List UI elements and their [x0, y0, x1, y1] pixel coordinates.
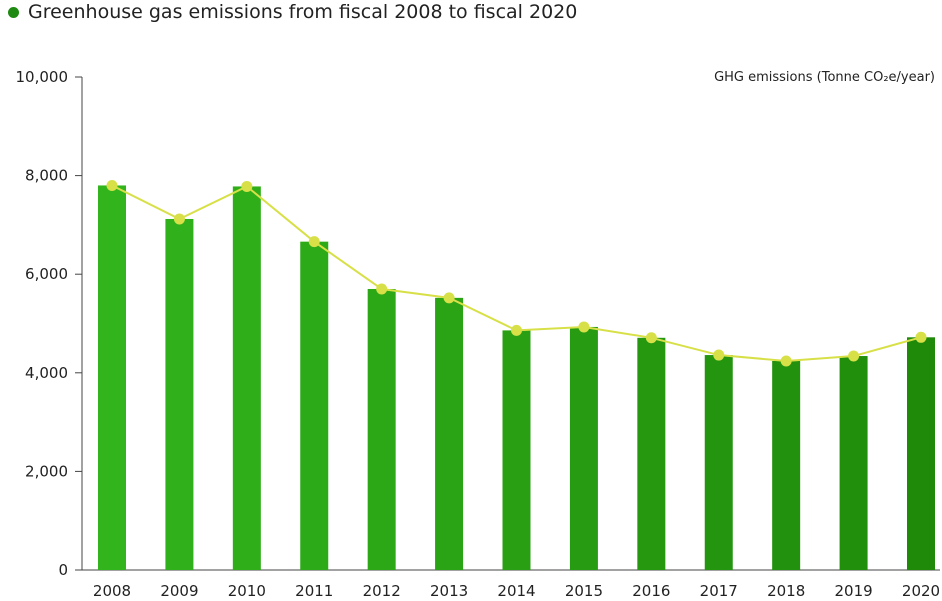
x-tick-label: 2016 — [632, 582, 670, 600]
trend-point-2015 — [578, 321, 590, 333]
x-tick-label: 2009 — [160, 582, 198, 600]
y-tick-label: 0 — [58, 561, 68, 579]
bar-2016 — [637, 337, 666, 570]
trend-point-2009 — [173, 213, 185, 225]
bar-2012 — [367, 288, 396, 570]
x-tick-label: 2012 — [363, 582, 401, 600]
y-tick-label: 10,000 — [16, 68, 69, 86]
bar-2019 — [839, 356, 868, 570]
y-tick-label: 2,000 — [25, 462, 68, 480]
bar-2010 — [232, 186, 261, 571]
bar-2013 — [435, 297, 464, 570]
bar-2011 — [300, 241, 329, 571]
x-tick-label: 2011 — [295, 582, 333, 600]
trend-point-2008 — [106, 179, 118, 191]
chart-title-text: Greenhouse gas emissions from fiscal 200… — [28, 1, 578, 23]
bar-2009 — [165, 218, 194, 570]
bar-2014 — [502, 330, 531, 570]
trend-point-2012 — [376, 283, 388, 295]
x-tick-label: 2013 — [430, 582, 468, 600]
trend-point-2019 — [848, 350, 860, 362]
y-tick-label: 8,000 — [25, 167, 68, 185]
y-tick-label: 4,000 — [25, 364, 68, 382]
bar-2020 — [907, 337, 935, 570]
trend-point-2017 — [713, 349, 725, 361]
trend-point-2013 — [443, 292, 455, 304]
bar-2015 — [569, 326, 598, 570]
x-tick-label: 2008 — [93, 582, 131, 600]
bar-2018 — [772, 360, 801, 570]
trend-point-2020 — [915, 331, 927, 343]
trend-point-2016 — [645, 332, 657, 344]
title-bullet-icon — [8, 6, 19, 18]
bar-2008 — [98, 185, 126, 570]
chart-title: Greenhouse gas emissions from fiscal 200… — [8, 0, 577, 24]
x-tick-label: 2010 — [228, 582, 266, 600]
x-tick-label: 2019 — [834, 582, 872, 600]
x-tick-label: 2018 — [767, 582, 805, 600]
trend-point-2011 — [308, 236, 320, 248]
trend-point-2014 — [511, 324, 522, 336]
x-tick-label: 2014 — [497, 582, 535, 600]
x-tick-label: 2020 — [902, 582, 940, 600]
bar-2017 — [704, 355, 733, 570]
x-tick-label: 2017 — [700, 582, 738, 600]
trend-point-2010 — [241, 180, 253, 192]
unit-label: GHG emissions (Tonne CO₂e/year) — [714, 70, 935, 85]
x-tick-label: 2015 — [565, 582, 603, 600]
y-tick-label: 6,000 — [25, 265, 68, 283]
trend-point-2018 — [780, 355, 792, 367]
